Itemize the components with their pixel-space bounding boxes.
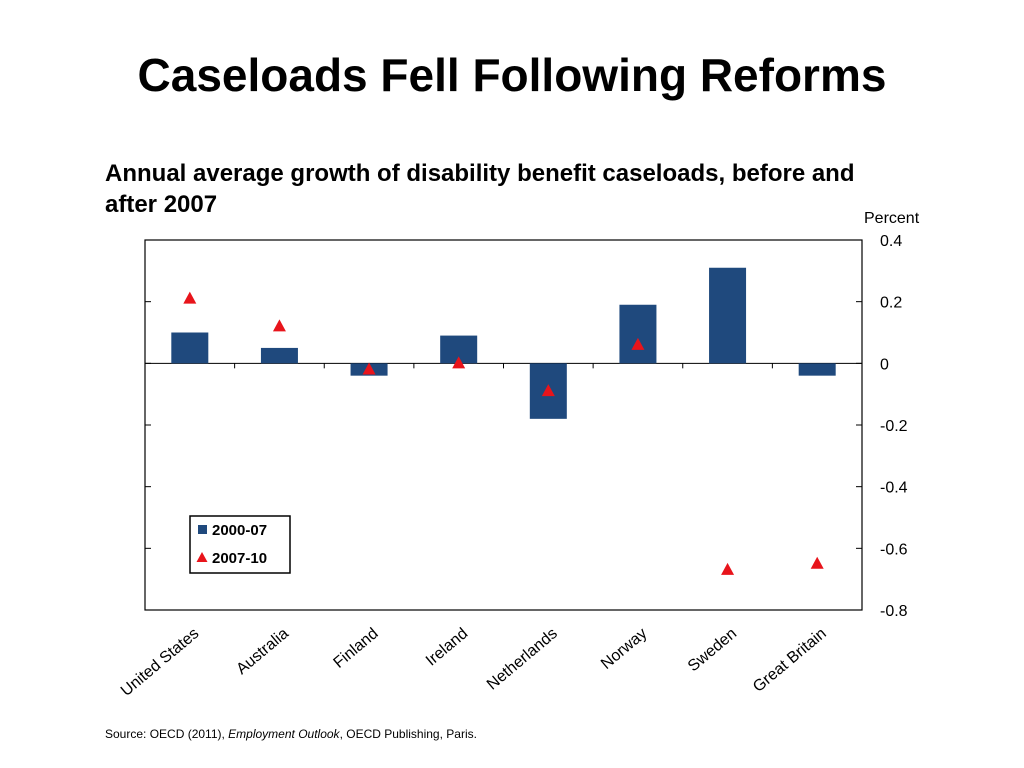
category-label: United States [118, 625, 203, 700]
category-label: Ireland [423, 625, 471, 669]
point-2007-10 [183, 291, 197, 304]
bar-2000-07 [798, 363, 836, 376]
point-2007-10 [362, 362, 376, 375]
category-label: Finland [331, 625, 382, 672]
category-label: Netherlands [484, 625, 561, 693]
category-label: Australia [233, 625, 292, 678]
category-label: Norway [598, 625, 650, 673]
category-label: Sweden [685, 625, 740, 675]
source-publication: Employment Outlook [228, 727, 340, 741]
category-label: Great Britain [750, 625, 830, 696]
point-2007-10 [721, 562, 735, 575]
source-prefix: Source: OECD (2011), [105, 727, 229, 741]
y-tick-label: 0.4 [880, 233, 902, 250]
y-tick-label: -0.2 [880, 418, 908, 435]
y-tick-label: 0 [880, 356, 889, 373]
point-2007-10 [452, 356, 466, 369]
y-tick-label: -0.4 [880, 480, 908, 497]
legend-swatch-bar [198, 525, 207, 534]
source-note: Source: OECD (2011), Employment Outlook,… [105, 727, 477, 741]
y-tick-label: -0.6 [880, 541, 908, 558]
legend-label-2000-07: 2000-07 [212, 522, 267, 539]
legend-swatch-triangle [196, 552, 208, 562]
legend-label-2007-10: 2007-10 [212, 550, 267, 567]
point-2007-10 [541, 384, 555, 397]
y-tick-label: -0.8 [880, 603, 908, 620]
source-suffix: , OECD Publishing, Paris. [339, 727, 477, 741]
slide-title: Caseloads Fell Following Reforms [137, 49, 887, 101]
bar-2000-07 [709, 267, 747, 364]
y-tick-label: 0.2 [880, 295, 902, 312]
chart-title: Annual average growth of disability bene… [105, 160, 855, 218]
point-2007-10 [810, 556, 824, 569]
bar-2000-07 [260, 347, 298, 364]
point-2007-10 [272, 319, 286, 332]
bar-2000-07 [171, 332, 209, 364]
bar-2000-07 [619, 304, 657, 364]
y-axis-unit-label: Percent [864, 210, 920, 227]
legend-box [189, 515, 291, 574]
point-2007-10 [631, 337, 645, 350]
